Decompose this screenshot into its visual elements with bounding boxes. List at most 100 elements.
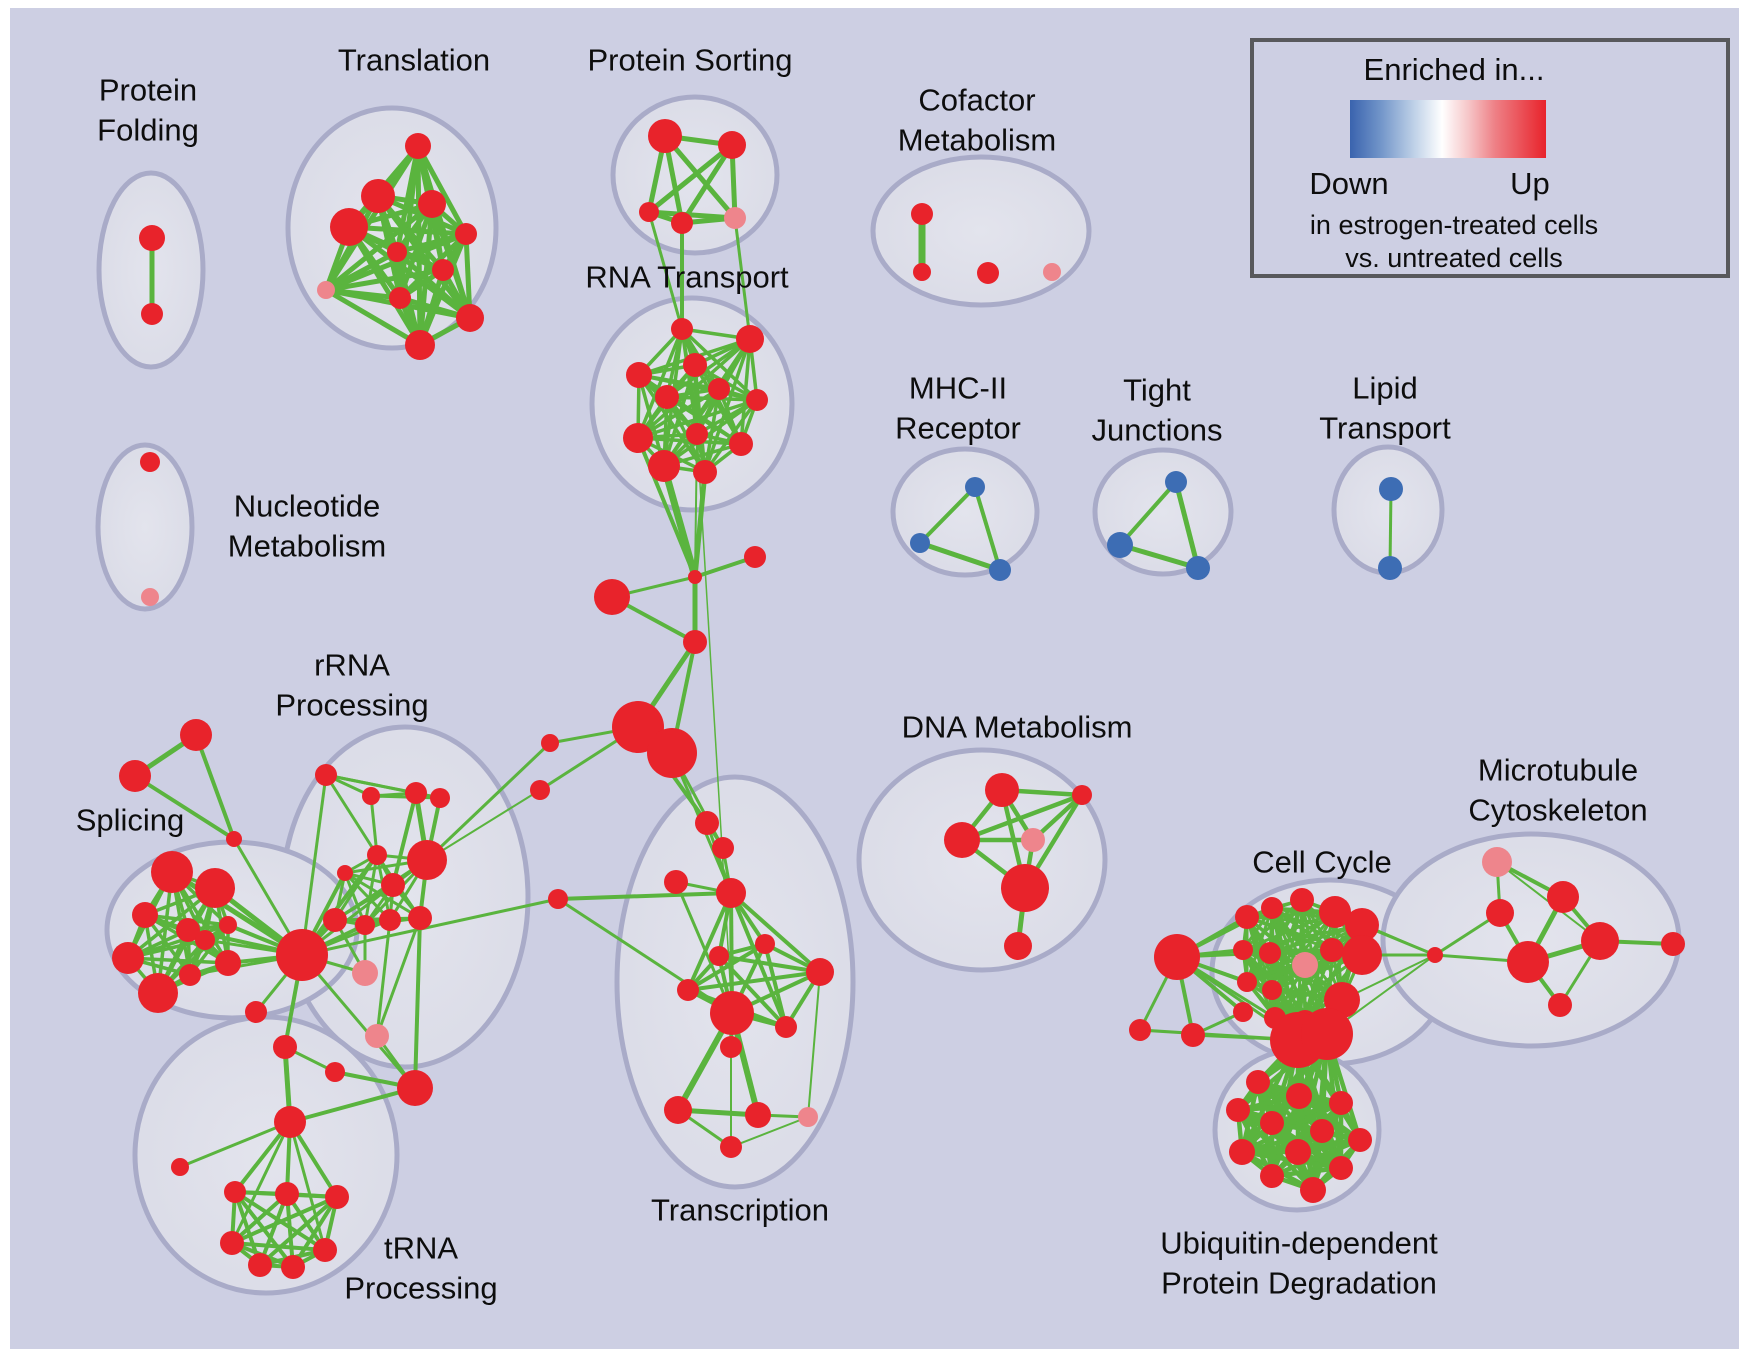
edge <box>692 471 708 578</box>
gene-set-node-67 <box>397 1070 433 1106</box>
cluster-label-rrna-processing: Processing <box>275 688 428 723</box>
edge <box>324 287 422 348</box>
gene-set-node-9 <box>317 281 335 299</box>
gene-set-node-25 <box>623 423 653 453</box>
gene-set-node-16 <box>671 212 693 234</box>
cluster-label-tight-junctions: Junctions <box>1092 413 1223 448</box>
gene-set-node-54 <box>430 788 450 808</box>
edge <box>346 225 423 347</box>
edge <box>729 891 822 974</box>
edge <box>666 395 758 402</box>
gene-set-node-85 <box>798 1107 818 1127</box>
edge <box>194 734 236 840</box>
cluster-label-translation: Translation <box>338 43 490 78</box>
gene-set-node-103 <box>1320 938 1344 962</box>
gene-set-node-8 <box>432 259 454 281</box>
cluster-label-nucleotide-metabolism: Metabolism <box>228 529 387 564</box>
gene-set-node-131 <box>1260 1164 1284 1188</box>
gene-set-node-31 <box>688 570 702 584</box>
gene-set-node-107 <box>1233 1002 1253 1022</box>
gene-set-node-98 <box>1319 896 1351 928</box>
gene-set-node-115 <box>1547 881 1579 913</box>
gene-set-node-74 <box>664 870 688 894</box>
gene-set-node-147 <box>141 588 159 606</box>
gene-set-node-138 <box>965 477 985 497</box>
edge <box>426 789 541 861</box>
edge <box>370 794 441 800</box>
edge <box>961 792 1083 843</box>
cluster-label-dna-metabolism: DNA Metabolism <box>902 710 1133 745</box>
cluster-ellipse-nucleotide-metabolism <box>95 442 195 612</box>
gene-set-node-140 <box>989 559 1011 581</box>
gene-set-node-123 <box>1286 1083 1312 1109</box>
gene-set-node-59 <box>323 908 347 932</box>
cluster-label-nucleotide-metabolism: Nucleotide <box>234 489 380 524</box>
gene-set-node-154 <box>281 1255 305 1279</box>
gene-set-node-81 <box>720 1036 742 1058</box>
gene-set-node-142 <box>1107 532 1133 558</box>
gene-set-node-148 <box>224 1181 246 1203</box>
gene-set-node-113 <box>1129 1019 1151 1041</box>
gene-set-node-101 <box>1259 942 1281 964</box>
gene-set-node-36 <box>180 719 212 751</box>
gene-set-node-80 <box>775 1016 797 1038</box>
edge <box>718 954 821 974</box>
cluster-label-layer: Protein Folding Translation Protein Sorting… <box>76 43 1648 1306</box>
gene-set-node-136 <box>977 262 999 284</box>
gene-set-node-64 <box>365 1024 389 1048</box>
edge <box>395 250 472 320</box>
gene-set-node-97 <box>1290 888 1314 912</box>
gene-set-node-37 <box>119 760 151 792</box>
gene-set-node-47 <box>179 964 201 986</box>
edge <box>289 1086 416 1124</box>
edge <box>636 328 684 439</box>
edge <box>696 433 733 1014</box>
edge <box>1173 481 1201 569</box>
cluster-label-protein-folding: Protein <box>99 73 197 108</box>
edge <box>647 211 684 330</box>
edge <box>324 774 379 856</box>
node-layer <box>112 119 1685 1279</box>
edge <box>807 971 821 1118</box>
cluster-label-protein-sorting: Protein Sorting <box>587 43 792 78</box>
cluster-label-lipid-transport: Lipid <box>1352 371 1418 406</box>
gene-set-node-77 <box>709 946 729 966</box>
edge <box>1237 1100 1342 1113</box>
gene-set-node-52 <box>362 787 380 805</box>
cluster-label-microtubule-cytoskeleton: Cytoskeleton <box>1468 793 1647 828</box>
gene-set-node-5 <box>330 208 368 246</box>
edge <box>258 1195 339 1267</box>
gene-set-node-23 <box>655 385 679 409</box>
edge <box>391 792 418 886</box>
gene-set-node-18 <box>671 318 693 340</box>
gene-set-node-126 <box>1260 1111 1284 1135</box>
edge <box>230 1192 289 1245</box>
gene-set-node-92 <box>1004 932 1032 960</box>
gene-set-node-73 <box>712 837 734 859</box>
cluster-label-rrna-processing: rRNA <box>314 648 390 683</box>
gene-set-node-137 <box>1043 263 1061 281</box>
edge <box>258 1193 289 1266</box>
gene-set-node-135 <box>913 263 931 281</box>
edge <box>1119 542 1199 571</box>
edge <box>463 233 473 319</box>
edge <box>348 224 467 237</box>
edge <box>694 433 698 578</box>
legend-down-label: Down <box>1309 166 1389 201</box>
cluster-label-tight-junctions: Tight <box>1123 373 1191 408</box>
gene-set-node-55 <box>367 845 387 865</box>
edge <box>231 1195 338 1245</box>
edge <box>285 1193 295 1268</box>
cluster-ellipse-cofactor-metabolism <box>870 154 1092 308</box>
gene-set-node-60 <box>355 915 375 935</box>
cluster-label-cofactor-metabolism: Metabolism <box>898 123 1057 158</box>
gene-set-node-12 <box>405 330 435 360</box>
gene-set-node-62 <box>408 906 432 930</box>
gene-set-node-48 <box>215 950 241 976</box>
cluster-ellipse-dna-metabolism <box>856 747 1108 973</box>
gene-set-node-33 <box>683 630 707 654</box>
legend-title: Enriched in... <box>1363 52 1545 87</box>
legend-subtitle-line2: vs. untreated cells <box>1345 243 1563 273</box>
